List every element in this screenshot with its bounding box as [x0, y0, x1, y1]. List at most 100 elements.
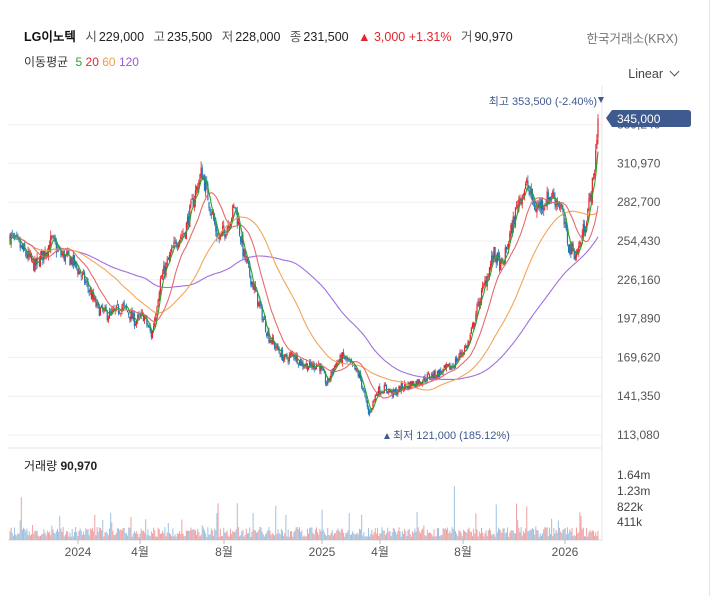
ma-20[interactable]: 20 [85, 55, 99, 69]
volume-bar [557, 520, 559, 540]
volume-bar [421, 530, 423, 540]
candle-body [496, 252, 498, 263]
high-value: 235,500 [167, 30, 213, 44]
volume-bar [379, 533, 381, 540]
volume-bar [488, 528, 490, 540]
volume-bar [260, 527, 262, 540]
volume-bar [555, 529, 557, 540]
volume-bar [524, 533, 525, 540]
volume-bar [203, 530, 205, 540]
volume-bar [71, 528, 73, 540]
candle-body [347, 359, 349, 361]
candle-body [133, 313, 135, 326]
volume-bar [128, 527, 130, 540]
volume-bar [529, 529, 531, 540]
volume-bar [346, 532, 348, 540]
candle-body [434, 371, 436, 379]
candle-body [42, 250, 44, 261]
moving-average-legend[interactable]: 이동평균 5 20 60 120 [24, 53, 139, 70]
candle-body [488, 267, 491, 278]
volume-bar [220, 536, 222, 540]
volume-bar [503, 528, 505, 540]
volume-bar [337, 528, 339, 540]
candle-body [190, 200, 192, 206]
volume-bar [528, 531, 530, 540]
volume-bar [150, 531, 152, 540]
candle-body [225, 234, 227, 238]
candle-body [373, 399, 375, 402]
volume-bar [53, 532, 55, 540]
candle-body [536, 205, 538, 213]
volume-bar [442, 528, 444, 540]
volume-bar [287, 529, 289, 540]
candle-body [84, 272, 86, 283]
candle-body [537, 204, 539, 207]
volume-bar [103, 536, 105, 540]
candle-body [174, 240, 176, 241]
ma-60[interactable]: 60 [102, 55, 116, 69]
volume-bar [570, 531, 572, 540]
volume-bar [329, 535, 331, 540]
volume-bar [32, 525, 34, 540]
volume-bar [248, 533, 250, 540]
candle-body [270, 339, 272, 343]
candle-body [517, 205, 519, 209]
candle-body [140, 312, 142, 317]
candle-body [295, 354, 297, 360]
candle-body [326, 383, 328, 385]
scale-selector[interactable]: Linear [628, 66, 680, 81]
volume-bar [33, 533, 35, 540]
volume-bar [384, 535, 386, 540]
candle-body [385, 385, 388, 391]
candle-body [108, 311, 111, 319]
ma-120[interactable]: 120 [118, 55, 139, 69]
candle-body [198, 182, 200, 190]
volume-bar [345, 532, 347, 540]
volume-bar [334, 533, 336, 540]
candle-body [342, 351, 345, 356]
candle-body [582, 223, 584, 236]
candle-body [514, 207, 517, 225]
volume-bar [11, 532, 13, 540]
volume-title: 거래량 90,970 [24, 457, 97, 474]
candle-body [553, 192, 555, 199]
candle-body [69, 256, 71, 266]
ma-5[interactable]: 5 [75, 55, 83, 69]
stock-header: LG이노텍 시 229,000 고 235,500 저 228,000 종 231,50… [24, 26, 519, 45]
volume-bar [455, 531, 457, 540]
candle-body [374, 395, 376, 401]
volume-bar [115, 532, 117, 540]
volume-bar [163, 533, 165, 540]
candle-body [260, 304, 262, 306]
volume-bar [578, 532, 580, 540]
candle-body [30, 254, 33, 261]
volume-bar [465, 531, 467, 540]
candle-body [509, 233, 511, 243]
volume-bar [478, 531, 480, 540]
volume-bar [288, 536, 290, 540]
volume-bar [378, 535, 380, 540]
volume-bar [151, 533, 153, 540]
volume-bar [223, 527, 225, 540]
candle-body [416, 380, 418, 386]
candle-body [580, 242, 582, 244]
candle-body [107, 317, 109, 321]
volume-bar [246, 533, 248, 540]
volume-bar [293, 532, 295, 540]
volume-bar [124, 533, 126, 540]
candle-body [100, 305, 103, 308]
volume-bar [320, 530, 322, 540]
volume-bar [319, 528, 321, 540]
candle-body [172, 247, 174, 249]
candle-body [358, 373, 361, 378]
candle-body [372, 400, 374, 408]
volume-bar [521, 535, 523, 540]
candle-body [557, 204, 560, 206]
volume-bar [398, 527, 400, 540]
volume-bar [413, 532, 415, 540]
candle-body [402, 389, 405, 391]
volume-bar [427, 533, 429, 540]
volume-bar [391, 532, 393, 540]
volume-bar [228, 536, 230, 540]
